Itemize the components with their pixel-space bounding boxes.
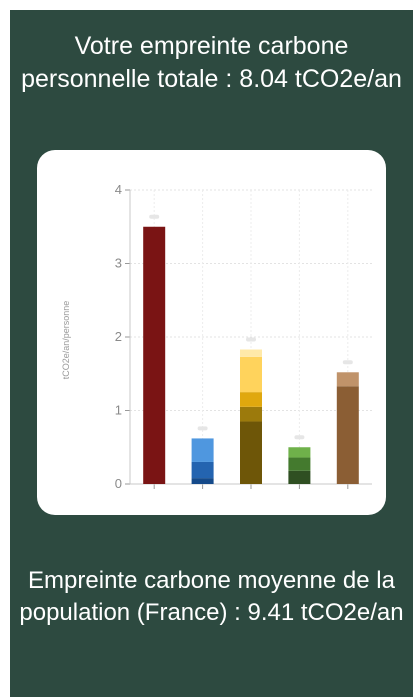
y-axis-label: tCO2e/an/personne <box>61 301 71 380</box>
bar-2-segment-2 <box>240 392 262 407</box>
bar-3-segment-0 <box>288 470 311 484</box>
bar-4-segment-0 <box>336 386 359 484</box>
bar-2-segment-3 <box>240 356 262 393</box>
page-title: Votre empreinte carbone personnelle tota… <box>21 32 402 93</box>
y-tick-label-2: 2 <box>115 329 122 344</box>
bar-4-segment-1 <box>336 372 359 387</box>
footprint-bar-chart: 0 1 2 3 4 tCO2e/an/personne <box>61 182 372 491</box>
bar-4-label-marker <box>342 360 353 365</box>
bar-2-label-marker <box>246 337 256 342</box>
y-tick-label-3: 3 <box>115 256 122 271</box>
population-average-text: Empreinte carbone moyenne de la populati… <box>19 567 404 626</box>
bars <box>143 214 359 484</box>
chart-card: 0 1 2 3 4 tCO2e/an/personne <box>37 150 386 515</box>
bar-2-segment-1 <box>240 406 262 422</box>
carbon-footprint-panel: Votre empreinte carbone personnelle tota… <box>10 10 413 697</box>
bar-1-label-marker <box>197 426 208 431</box>
bar-2-segment-0 <box>240 421 262 484</box>
bar-1-segment-2 <box>191 438 214 462</box>
y-tick-label-0: 0 <box>115 476 122 491</box>
bar-1-segment-1 <box>191 461 214 479</box>
bar-3-label-marker <box>294 435 305 440</box>
bar-0-segment-0 <box>143 226 166 484</box>
bar-3-segment-1 <box>288 457 311 471</box>
bar-0-label-marker <box>149 214 160 219</box>
y-tick-label-1: 1 <box>115 403 122 418</box>
y-tick-label-4: 4 <box>115 182 122 197</box>
bar-2-segment-4 <box>240 349 262 357</box>
bar-1-segment-0 <box>191 478 214 484</box>
bar-3-segment-2 <box>288 447 311 458</box>
